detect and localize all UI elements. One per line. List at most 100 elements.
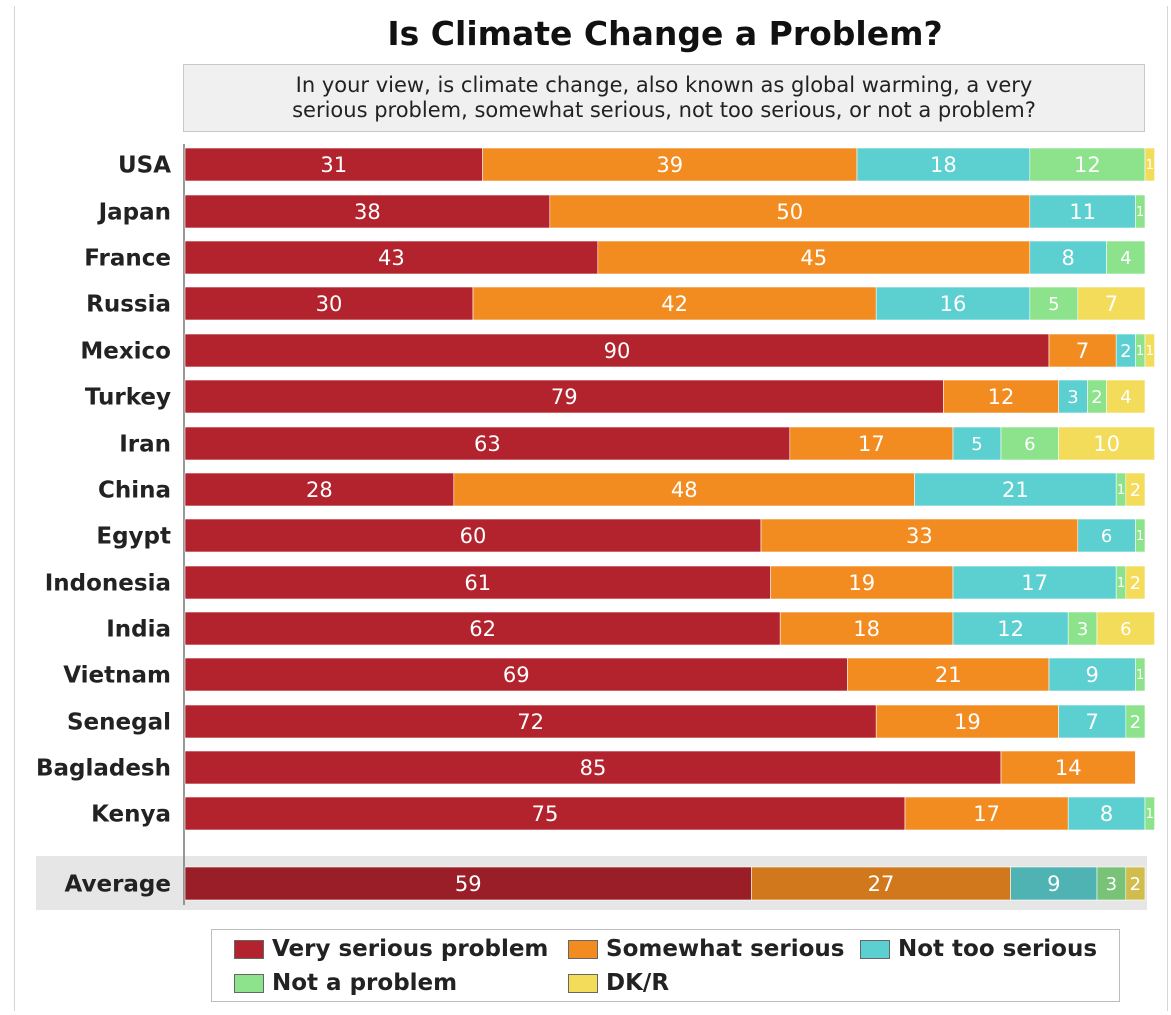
bar-japan-very-serious-problem [184,194,551,229]
data-label-vietnam-not-too-serious: 9 [1086,663,1099,687]
category-label-russia: Russia [86,292,171,318]
data-label-iran-not-too-serious: 5 [971,434,982,455]
bar-russia-not-a-problem [1029,286,1079,321]
subtitle-line-2: serious problem, somewhat serious, not t… [292,98,1036,122]
data-label-india-very-serious-problem: 62 [469,617,496,641]
data-label-egypt-very-serious-problem: 60 [460,524,487,548]
bar-china-not-too-serious [914,472,1117,507]
category-label-mexico: Mexico [80,339,171,365]
bar-senegal-not-too-serious [1058,704,1127,739]
category-label-egypt: Egypt [96,524,171,550]
data-label-vietnam-somewhat-serious: 21 [935,663,962,687]
category-label-vietnam: Vietnam [63,663,171,689]
data-label-mexico-not-a-problem: 1 [1136,344,1144,359]
bar-bagladesh-very-serious-problem [184,750,1002,785]
legend-label-very-serious: Very serious problem [272,936,549,962]
legend-swatch-somewhat-serious [568,939,598,959]
data-label-turkey-very-serious-problem: 79 [551,385,578,409]
legend-swatch-not-too-serious [860,939,890,959]
bar-usa-not-a-problem [1029,147,1146,182]
data-label-india-not-a-problem: 3 [1077,619,1088,640]
bar-vietnam-very-serious-problem [184,657,848,692]
chart-title: Is Climate Change a Problem? [387,14,943,53]
data-label-indonesia-very-serious-problem: 61 [464,571,491,595]
data-label-turkey-not-too-serious: 3 [1067,387,1078,408]
data-label-egypt-somewhat-serious: 33 [906,524,933,548]
bar-average-not-too-serious [1010,866,1098,901]
bar-vietnam-not-too-serious [1048,657,1136,692]
data-label-france-very-serious-problem: 43 [378,246,405,270]
bar-egypt-somewhat-serious [760,518,1079,553]
data-label-japan-not-a-problem: 1 [1136,205,1144,220]
legend: Very serious problem Somewhat serious No… [211,929,1120,1002]
bar-kenya-very-serious-problem [184,796,906,831]
bar-china-somewhat-serious [453,472,915,507]
bar-turkey-very-serious-problem [184,379,944,414]
bar-mexico-dk-r [1144,333,1155,368]
bar-egypt-very-serious-problem [184,518,762,553]
legend-swatch-not-a-problem [234,973,264,993]
data-label-mexico-very-serious-problem: 90 [604,339,631,363]
bar-france-not-too-serious [1029,240,1107,275]
data-label-france-not-too-serious: 8 [1062,246,1075,270]
bar-india-very-serious-problem [184,611,781,646]
data-label-russia-dk-r: 7 [1105,292,1118,316]
bar-usa-very-serious-problem [184,147,483,182]
bar-mexico-somewhat-serious [1048,333,1117,368]
bar-russia-very-serious-problem [184,286,474,321]
bar-turkey-somewhat-serious [943,379,1059,414]
data-label-china-not-a-problem: 1 [1117,483,1125,498]
bar-average-somewhat-serious [751,866,1011,901]
bar-india-dk-r [1096,611,1155,646]
bar-indonesia-not-too-serious [952,565,1117,600]
data-label-kenya-somewhat-serious: 17 [973,802,1000,826]
bar-kenya-not-a-problem [1144,796,1155,831]
data-label-kenya-not-too-serious: 8 [1100,802,1113,826]
data-label-vietnam-not-a-problem: 1 [1136,668,1144,683]
data-label-vietnam-very-serious-problem: 69 [503,663,530,687]
bar-turkey-not-too-serious [1058,379,1088,414]
bar-vietnam-not-a-problem [1135,657,1146,692]
bar-senegal-not-a-problem [1125,704,1146,739]
data-label-usa-not-a-problem: 12 [1074,153,1101,177]
data-label-russia-not-a-problem: 5 [1048,294,1059,315]
category-label-average: Average [65,872,172,898]
category-label-kenya: Kenya [91,802,171,828]
legend-swatch-very-serious [234,939,264,959]
category-label-china: China [98,478,171,504]
data-label-egypt-not-a-problem: 1 [1136,529,1144,544]
data-label-indonesia-somewhat-serious: 19 [848,571,875,595]
data-label-turkey-not-a-problem: 2 [1091,387,1102,408]
bar-india-somewhat-serious [779,611,954,646]
category-label-france: France [84,246,171,272]
data-label-iran-dk-r: 10 [1093,432,1120,456]
data-label-bagladesh-very-serious-problem: 85 [580,756,607,780]
data-label-usa-not-too-serious: 18 [930,153,957,177]
data-label-usa-somewhat-serious: 39 [656,153,683,177]
data-label-senegal-very-serious-problem: 72 [517,710,544,734]
bar-russia-dk-r [1077,286,1146,321]
bar-france-not-a-problem [1106,240,1146,275]
data-label-turkey-dk-r: 4 [1120,387,1131,408]
data-label-japan-somewhat-serious: 50 [776,200,803,224]
data-label-iran-very-serious-problem: 63 [474,432,501,456]
bar-kenya-not-too-serious [1067,796,1146,831]
bar-china-very-serious-problem [184,472,455,507]
data-label-senegal-somewhat-serious: 19 [954,710,981,734]
bar-france-somewhat-serious [597,240,1031,275]
data-label-japan-very-serious-problem: 38 [354,200,381,224]
data-label-indonesia-not-a-problem: 1 [1117,576,1125,591]
data-label-india-not-too-serious: 12 [997,617,1024,641]
bar-bagladesh-somewhat-serious [1000,750,1136,785]
bar-kenya-somewhat-serious [904,796,1069,831]
bar-egypt-not-a-problem [1135,518,1146,553]
bar-usa-not-too-serious [856,147,1031,182]
data-label-average-dk-r: 2 [1130,874,1141,895]
bar-usa-somewhat-serious [482,147,858,182]
bar-france-very-serious-problem [184,240,599,275]
data-label-average-very-serious-problem: 59 [455,872,482,896]
bar-iran-very-serious-problem [184,426,791,461]
bar-japan-not-a-problem [1135,194,1146,229]
bar-russia-not-too-serious [875,286,1031,321]
